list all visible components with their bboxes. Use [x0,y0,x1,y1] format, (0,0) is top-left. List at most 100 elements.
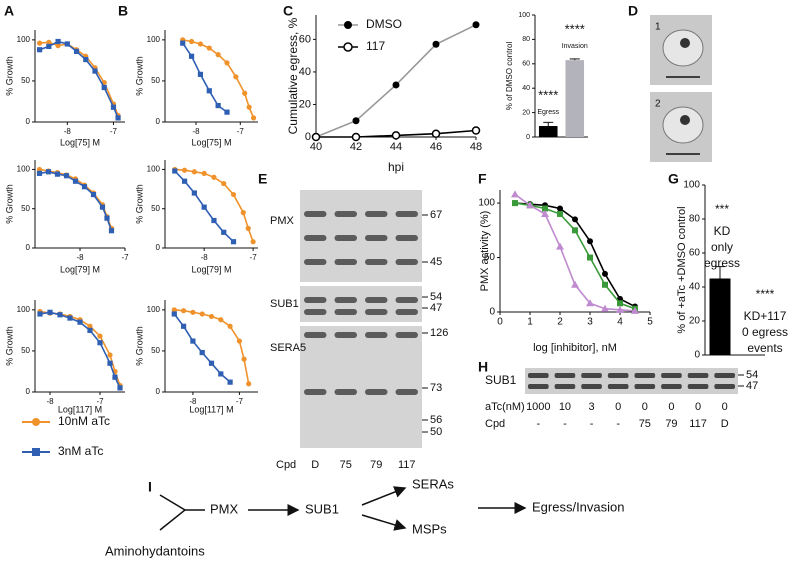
band [528,384,549,389]
y-tick-label: 100 [147,165,161,174]
data-point [181,178,188,184]
band [334,297,357,303]
row-label: aTc(nM) [485,401,525,413]
data-point [250,115,257,121]
data-point [110,104,117,110]
data-point [37,311,43,317]
data-point [181,167,188,173]
panel-label: D [628,3,638,19]
data-point [191,169,197,175]
lane-label: 3 [589,401,595,413]
lane-label: - [536,418,540,430]
legend-label: 10nM aTc [58,414,110,428]
x-axis-label: Log[75] M [60,137,100,147]
data-point [572,216,578,223]
data-point [472,21,480,29]
bar [538,126,558,137]
data-point [63,173,70,179]
data-point [511,190,519,198]
blot-panel [525,368,738,394]
x-tick-label: 48 [470,141,482,153]
lane-label: 75 [639,418,651,430]
lane-label: 1000 [526,401,550,413]
lane-label: 117 [398,459,416,471]
x-axis-label: Log[117] M [58,404,102,414]
x-tick-label: 1 [527,317,533,328]
band [395,235,418,241]
data-point [188,38,195,45]
data-point [115,115,121,121]
data-point [55,43,61,49]
y-axis-label: % of +aTc +DMSO control [676,206,688,333]
band [334,332,357,338]
data-point [557,210,563,217]
lane-label: D [721,418,729,430]
y-tick-label: 0 [26,387,31,396]
y-axis-label: % Growth [4,326,14,366]
panel-label: B [118,3,128,19]
band [304,211,327,217]
lane-label: 0 [642,401,648,413]
band [334,259,357,265]
panel-label: I [148,479,152,495]
y-tick-label: 0 [156,387,161,396]
legend-marker [343,42,353,52]
band [304,259,327,265]
y-tick-label: 100 [147,35,161,44]
image-label: 1 [655,22,661,33]
data-point [245,225,251,231]
x-axis-label: hpi [388,160,404,174]
y-tick-label: 60 [299,33,311,45]
data-point [97,333,103,339]
band [334,389,357,395]
data-point [392,81,400,89]
y-tick-label: 50 [484,252,496,263]
node: Egress/Invasion [532,499,625,514]
size-marker: 126 [430,327,448,339]
panel-label: A [4,3,14,19]
band [365,259,388,265]
x-tick-label: -8 [192,127,200,136]
data-point [241,356,247,362]
legend-label: 117 [366,39,385,53]
x-tick-label: 40 [310,141,322,153]
y-tick-label: 50 [21,204,30,213]
y-tick-label: 80 [689,214,701,225]
band [661,373,682,378]
band [661,384,682,389]
annotation: KD+117 [744,309,787,323]
data-point [208,313,215,320]
data-point [512,200,518,207]
data-point [83,56,89,63]
y-tick-label: 50 [151,204,160,213]
data-point [201,170,207,176]
row-label: Cpd [276,459,296,471]
x-tick-label: -7 [121,253,129,262]
data-point [215,102,221,109]
size-marker: 50 [430,426,442,438]
data-point [617,300,623,307]
lane-label: 0 [668,401,674,413]
node: MSPs [412,521,447,536]
data-point [224,60,230,66]
data-point [586,299,594,307]
data-point [602,270,608,277]
data-point [233,74,239,80]
band [634,384,656,389]
data-point [351,132,361,142]
y-tick-label: 0 [26,243,31,252]
data-point [92,68,98,74]
series-line [39,170,113,231]
lane-label: - [616,418,620,430]
node: Aminohydantoins [105,543,205,558]
series-line [182,39,255,119]
y-tick-label: 50 [151,76,160,85]
data-point [602,281,608,288]
cell [662,29,704,67]
annotation: egress [704,256,740,270]
data-point [36,170,43,176]
bar [709,278,731,355]
lane-label: 79 [665,418,677,430]
x-tick-label: -7 [236,397,244,406]
data-point [191,190,197,196]
